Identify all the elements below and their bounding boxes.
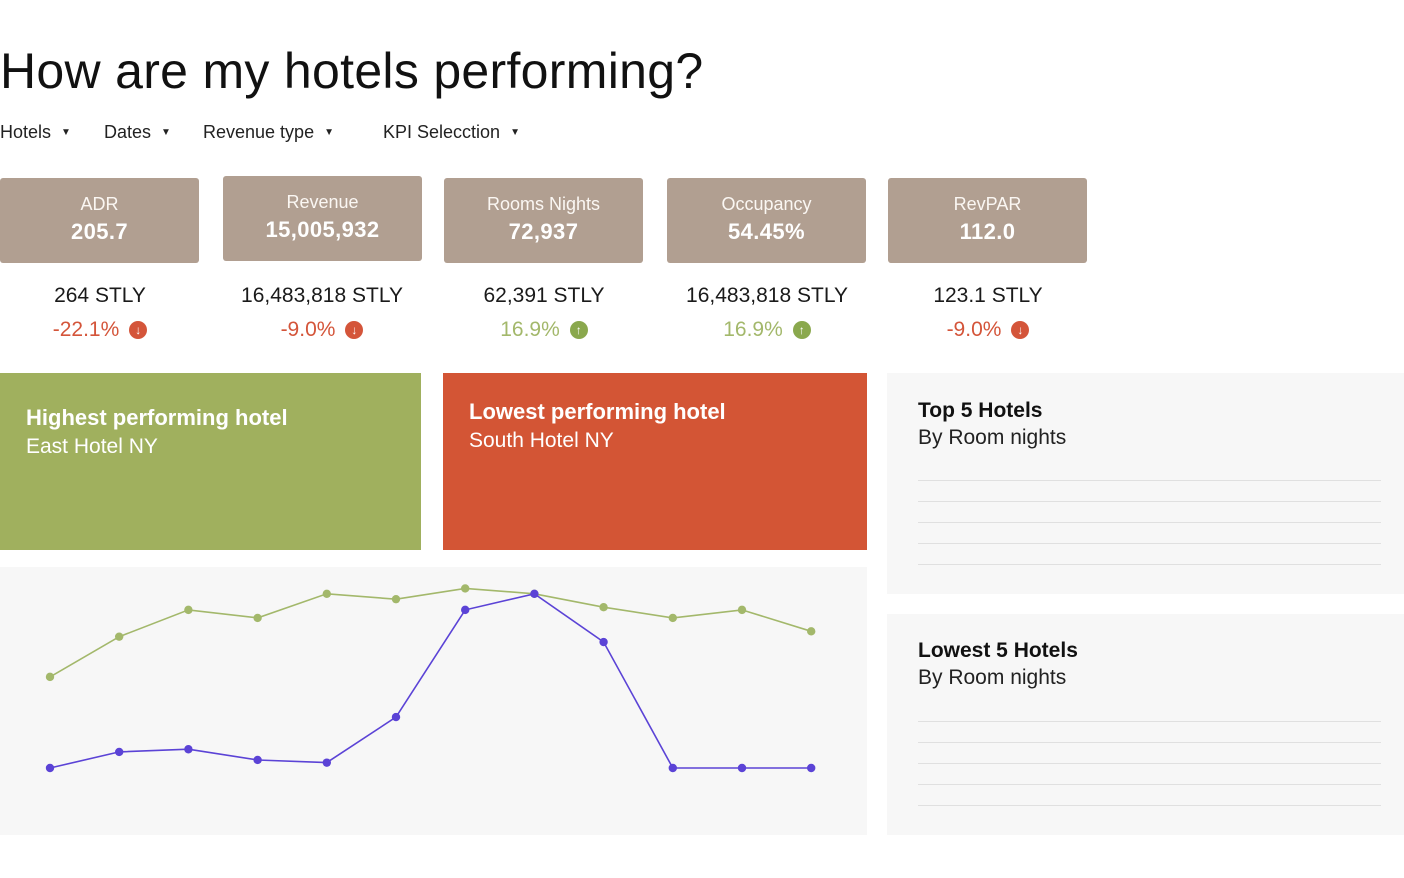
delta-value: -9.0% bbox=[280, 318, 336, 341]
arrow-down-circle-icon: ↓ bbox=[129, 321, 148, 339]
kpi-value: 54.45% bbox=[727, 219, 805, 244]
arrow-down-circle-icon: ↓ bbox=[1011, 321, 1030, 339]
delta-value: 16.9% bbox=[500, 318, 560, 341]
top-5-hotels-list bbox=[918, 480, 1381, 585]
revenue-type-filter-dropdown[interactable]: Revenue type ▼ bbox=[203, 122, 334, 143]
hotels-filter-dropdown[interactable]: Hotels ▼ bbox=[0, 122, 71, 143]
dates-filter-label: Dates bbox=[104, 122, 152, 142]
caret-down-icon: ▼ bbox=[161, 127, 171, 138]
kpi-stly-adr: 264 STLY bbox=[54, 284, 146, 307]
list-item bbox=[918, 501, 1381, 522]
arrow-up-circle-icon: ↑ bbox=[569, 321, 588, 339]
data-point[interactable] bbox=[668, 763, 677, 773]
caret-down-icon: ▼ bbox=[324, 127, 334, 138]
kpi-card-adr[interactable]: ADR 205.7 bbox=[0, 178, 199, 263]
data-point[interactable] bbox=[253, 613, 262, 623]
lowest-5-hotels-panel: Lowest 5 Hotels By Room nights bbox=[887, 614, 1404, 835]
data-point[interactable] bbox=[184, 605, 193, 615]
caret-down-icon: ▼ bbox=[61, 127, 71, 138]
kpi-selection-filter-label: KPI Selecction bbox=[383, 122, 501, 142]
data-point[interactable] bbox=[668, 613, 677, 623]
data-point[interactable] bbox=[807, 627, 816, 636]
kpi-delta-revenue: -9.0% ↓ bbox=[212, 318, 432, 342]
kpi-delta-adr: -22.1% ↓ bbox=[0, 318, 210, 342]
data-point[interactable] bbox=[737, 605, 747, 615]
data-point[interactable] bbox=[322, 589, 331, 598]
lowest-5-hotels-subtitle: By Room nights bbox=[918, 666, 1067, 689]
data-point[interactable] bbox=[391, 594, 401, 604]
kpi-label: Occupancy bbox=[721, 194, 812, 214]
data-point[interactable] bbox=[807, 763, 816, 773]
dates-filter-dropdown[interactable]: Dates ▼ bbox=[104, 122, 171, 143]
delta-value: 16.9% bbox=[723, 318, 783, 341]
data-point[interactable] bbox=[322, 758, 331, 767]
list-item bbox=[918, 543, 1381, 564]
kpi-value: 205.7 bbox=[70, 219, 129, 244]
kpi-selection-filter-dropdown[interactable]: KPI Selecction ▼ bbox=[383, 122, 520, 143]
lowest-performing-card[interactable]: Lowest performing hotel South Hotel NY bbox=[443, 373, 867, 550]
arrow-down-circle-icon: ↓ bbox=[345, 321, 364, 339]
list-item bbox=[918, 763, 1381, 784]
data-point[interactable] bbox=[530, 589, 539, 598]
list-item bbox=[918, 721, 1381, 742]
data-point[interactable] bbox=[391, 712, 401, 722]
line-chart bbox=[45, 584, 816, 773]
kpi-label: RevPAR bbox=[953, 194, 1022, 214]
kpi-label: Revenue bbox=[286, 192, 359, 212]
kpi-stly-room-nights: 62,391 STLY bbox=[483, 284, 605, 307]
kpi-card-revenue[interactable]: Revenue 15,005,932 bbox=[223, 176, 422, 261]
lowest-performing-hotel-name: South Hotel NY bbox=[469, 429, 614, 452]
data-point[interactable] bbox=[184, 745, 193, 754]
top-5-hotels-subtitle: By Room nights bbox=[918, 426, 1067, 449]
data-point[interactable] bbox=[115, 632, 124, 641]
top-5-hotels-panel: Top 5 Hotels By Room nights bbox=[887, 373, 1404, 594]
data-point[interactable] bbox=[737, 763, 747, 773]
list-item bbox=[918, 784, 1381, 805]
lowest-5-hotels-title: Lowest 5 Hotels bbox=[918, 639, 1078, 662]
kpi-value: 112.0 bbox=[959, 219, 1016, 244]
delta-value: -9.0% bbox=[946, 318, 1002, 341]
data-point[interactable] bbox=[45, 672, 55, 682]
list-item bbox=[918, 564, 1381, 585]
kpi-delta-revpar: -9.0% ↓ bbox=[878, 318, 1098, 342]
page-title: How are my hotels performing? bbox=[0, 43, 704, 99]
kpi-value: 72,937 bbox=[508, 219, 579, 244]
data-point[interactable] bbox=[599, 637, 608, 647]
kpi-delta-room-nights: 16.9% ↑ bbox=[434, 318, 654, 342]
line-chart-panel bbox=[0, 567, 867, 835]
hotels-filter-label: Hotels bbox=[0, 122, 52, 142]
data-point[interactable] bbox=[461, 605, 470, 615]
lowest-performing-title: Lowest performing hotel bbox=[469, 399, 726, 424]
list-item bbox=[918, 805, 1381, 826]
list-item bbox=[918, 522, 1381, 543]
caret-down-icon: ▼ bbox=[510, 127, 520, 138]
kpi-label: Rooms Nights bbox=[486, 194, 601, 214]
kpi-card-room-nights[interactable]: Rooms Nights 72,937 bbox=[444, 178, 643, 263]
data-point[interactable] bbox=[45, 763, 55, 773]
kpi-value: 15,005,932 bbox=[265, 217, 380, 242]
kpi-label: ADR bbox=[80, 194, 119, 214]
kpi-stly-revpar: 123.1 STLY bbox=[933, 284, 1043, 307]
lowest-5-hotels-list bbox=[918, 721, 1381, 826]
kpi-stly-occupancy: 16,483,818 STLY bbox=[686, 284, 848, 307]
list-item bbox=[918, 480, 1381, 501]
kpi-stly-revenue: 16,483,818 STLY bbox=[241, 284, 403, 307]
top-5-hotels-title: Top 5 Hotels bbox=[918, 399, 1043, 422]
kpi-card-occupancy[interactable]: Occupancy 54.45% bbox=[667, 178, 866, 263]
series-line-1 bbox=[49, 592, 812, 769]
data-point[interactable] bbox=[599, 603, 608, 612]
kpi-delta-occupancy: 16.9% ↑ bbox=[657, 318, 877, 342]
highest-performing-card[interactable]: Highest performing hotel East Hotel NY bbox=[0, 373, 421, 550]
list-item bbox=[918, 742, 1381, 763]
data-point[interactable] bbox=[461, 584, 470, 593]
arrow-up-circle-icon: ↑ bbox=[792, 321, 811, 339]
kpi-card-revpar[interactable]: RevPAR 112.0 bbox=[888, 178, 1087, 263]
series-line-0 bbox=[49, 587, 812, 678]
highest-performing-hotel-name: East Hotel NY bbox=[26, 435, 158, 458]
highest-performing-title: Highest performing hotel bbox=[26, 405, 288, 430]
data-point[interactable] bbox=[115, 747, 124, 757]
delta-value: -22.1% bbox=[52, 318, 120, 341]
data-point[interactable] bbox=[253, 755, 262, 765]
revenue-type-filter-label: Revenue type bbox=[203, 122, 315, 142]
